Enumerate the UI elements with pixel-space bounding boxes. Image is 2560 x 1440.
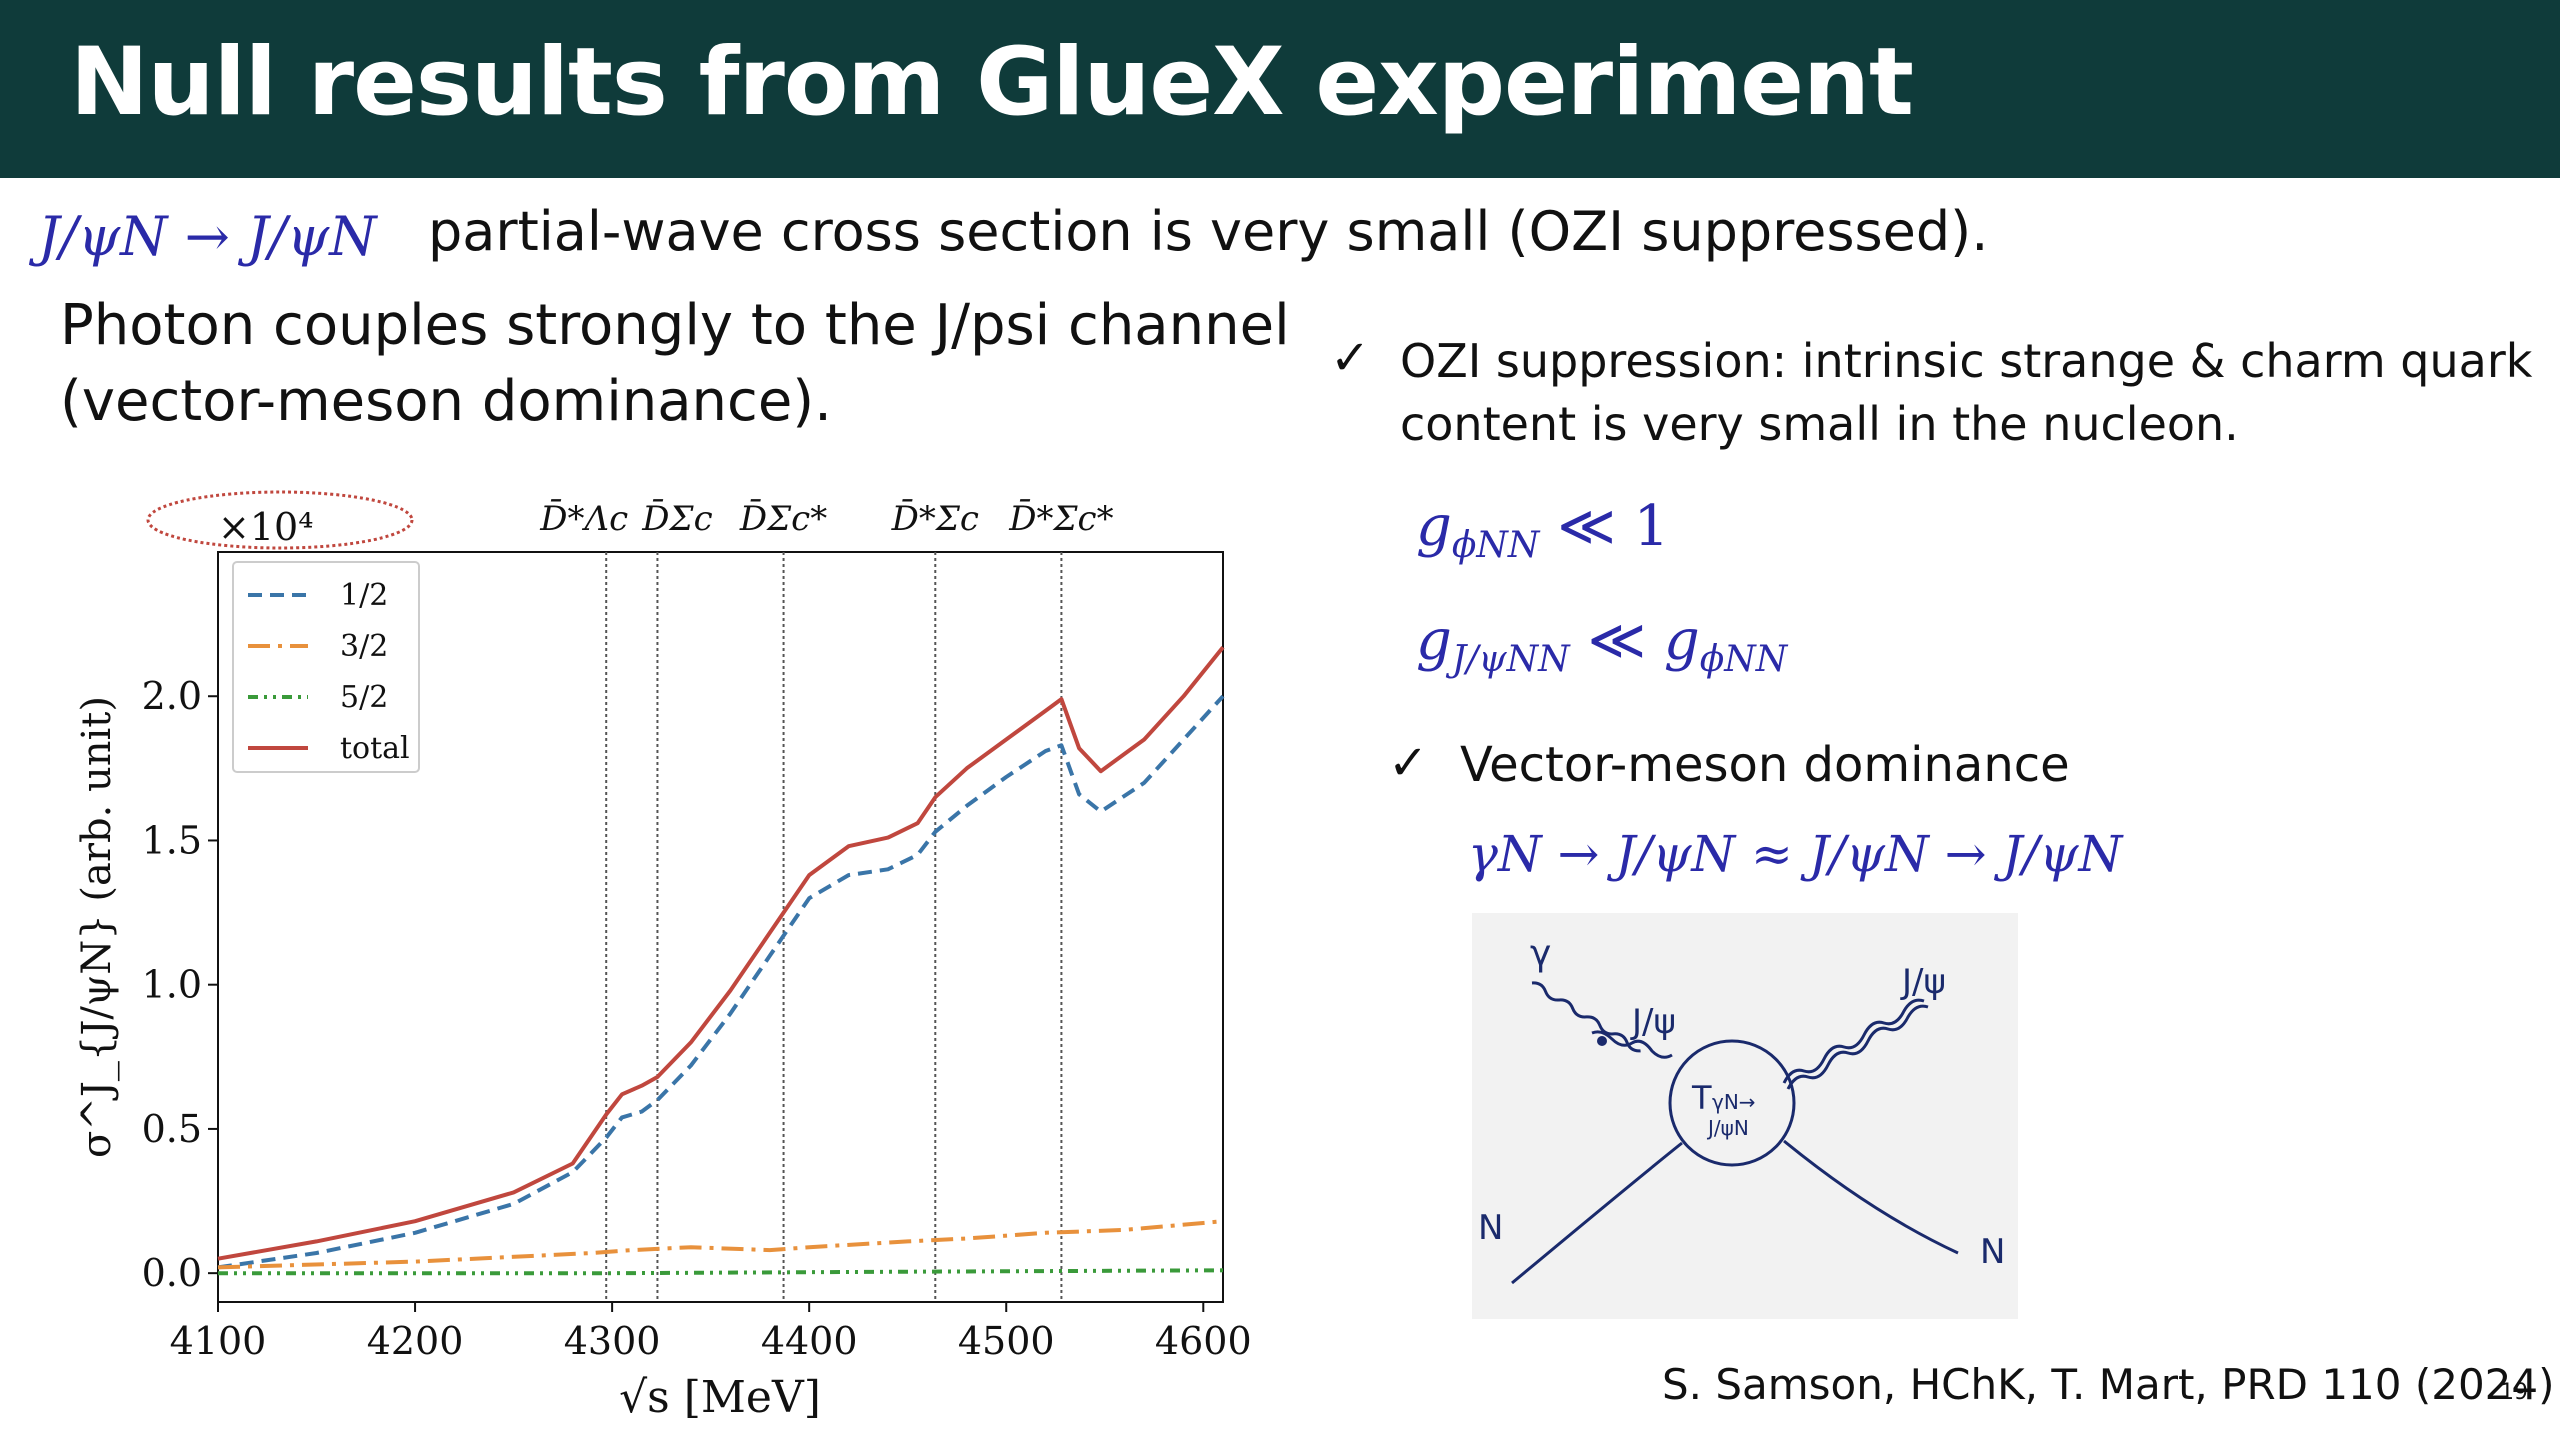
legend-box: [232, 561, 420, 773]
nucleon-line-left: [1511, 1141, 1683, 1285]
cross-section-chart: D̄*Λc D̄Σc D̄Σc* D̄*Σc D̄*Σc* 4100 4200 4300 44…: [74, 490, 1252, 1423]
x-tick-label: 4500: [958, 1319, 1055, 1363]
y-tick-label: 0.5: [142, 1107, 202, 1151]
x-tick-label: 4400: [761, 1319, 858, 1363]
x-tick-label: 4200: [367, 1319, 464, 1363]
threshold-label: D̄*Σc*: [1008, 498, 1113, 539]
photon-label: γ: [1530, 933, 1551, 974]
threshold-label: D̄Σc: [641, 498, 712, 539]
scale-factor-highlight: [146, 490, 414, 550]
title-bar: Null results from GlueX experiment: [0, 0, 2560, 178]
x-tick-label: 4600: [1155, 1319, 1252, 1363]
series-line-total: [217, 645, 1225, 1261]
vmd-equation: γN → J/ψN ≈ J/ψN → J/ψN: [1468, 825, 2123, 883]
legend-label: 1/2: [340, 578, 388, 613]
nucleon-right-label: N: [1980, 1232, 2005, 1272]
feynman-diagram: γ J/ψ J/ψ T γN→ J/ψN N N: [1472, 913, 2018, 1319]
interaction-blob: [1668, 1039, 1796, 1167]
nucleon-line-right: [1783, 1139, 1959, 1255]
photon-line: [1531, 981, 1641, 1053]
page-number: 19: [2500, 1380, 2528, 1405]
jpsi-right-label: J/ψ: [1900, 962, 1946, 1002]
legend-label: total: [340, 731, 410, 766]
ozi-suppression-text: OZI suppression: intrinsic strange & cha…: [1400, 330, 2532, 456]
y-tick-label: 1.5: [142, 818, 202, 862]
x-axis-label: √s [MeV]: [619, 1372, 821, 1423]
ozi-text-line2: content is very small in the nucleon.: [1400, 397, 2239, 451]
nucleon-left-label: N: [1478, 1208, 1503, 1248]
blob-sub-label-2: J/ψN: [1706, 1116, 1749, 1140]
photon-coupling-text: Photon couples strongly to the J/psi cha…: [60, 288, 1290, 440]
jpsi-line-left: [1591, 1030, 1673, 1059]
ozi-text-line1: OZI suppression: intrinsic strange & cha…: [1400, 334, 2533, 388]
y-tick-label: 0.0: [142, 1251, 202, 1295]
legend-label: 3/2: [340, 629, 388, 664]
series-line-J3: [218, 1268, 1224, 1276]
y-tick-label: 2.0: [142, 674, 202, 718]
vmd-label: Vector-meson dominance: [1460, 737, 2070, 793]
slide-title: Null results from GlueX experiment: [70, 28, 1914, 137]
check-mark-icon: ✓: [1330, 330, 1371, 386]
jpsi-line-right: [1782, 998, 1925, 1084]
y-tick-label: 1.0: [142, 963, 202, 1007]
photon-text-line1: Photon couples strongly to the J/psi cha…: [60, 293, 1290, 358]
y-axis-ticks: 0.0 0.5 1.0 1.5 2.0: [142, 674, 218, 1295]
x-tick-label: 4100: [170, 1319, 267, 1363]
y-axis-label: σ^J_{J/ψN} (arb. unit): [74, 696, 120, 1158]
photon-text-line2: (vector-meson dominance).: [60, 369, 832, 434]
coupling-equation-jpsi: gJ/ψNN ≪ gϕNN: [1416, 608, 1788, 681]
blob-sub-label: γN→: [1712, 1090, 1756, 1114]
jpsi-left-label: J/ψ: [1630, 1002, 1676, 1042]
cross-section-statement: partial-wave cross section is very small…: [428, 200, 1989, 263]
feynman-diagram-drawing: γ J/ψ J/ψ T γN→ J/ψN N N: [1478, 933, 2005, 1285]
check-mark-icon: ✓: [1388, 735, 1429, 791]
legend-label: 5/2: [340, 680, 388, 715]
blob-t-label: T: [1691, 1079, 1712, 1117]
legend: 1/2 3/2 5/2 total: [232, 561, 420, 773]
x-tick-label: 4300: [564, 1319, 661, 1363]
scale-factor-label: ×10⁴: [218, 505, 313, 549]
x-axis-ticks: 4100 4200 4300 4400 4500 4600: [170, 1302, 1252, 1363]
coupling-equation-phi: gϕNN ≪ 1: [1416, 494, 1670, 567]
series-lines: [217, 645, 1225, 1276]
citation: S. Samson, HChK, T. Mart, PRD 110 (2024): [1662, 1360, 2555, 1409]
threshold-label: D̄*Σc: [891, 498, 979, 539]
threshold-label: D̄Σc*: [739, 498, 827, 539]
threshold-lines: D̄*Λc D̄Σc D̄Σc* D̄*Σc D̄*Σc*: [539, 498, 1114, 1302]
threshold-label: D̄*Λc: [539, 498, 628, 539]
series-line-J1: [217, 694, 1225, 1270]
reaction-equation: J/ψN → J/ψN: [38, 205, 377, 268]
series-line-J2: [217, 1219, 1224, 1270]
